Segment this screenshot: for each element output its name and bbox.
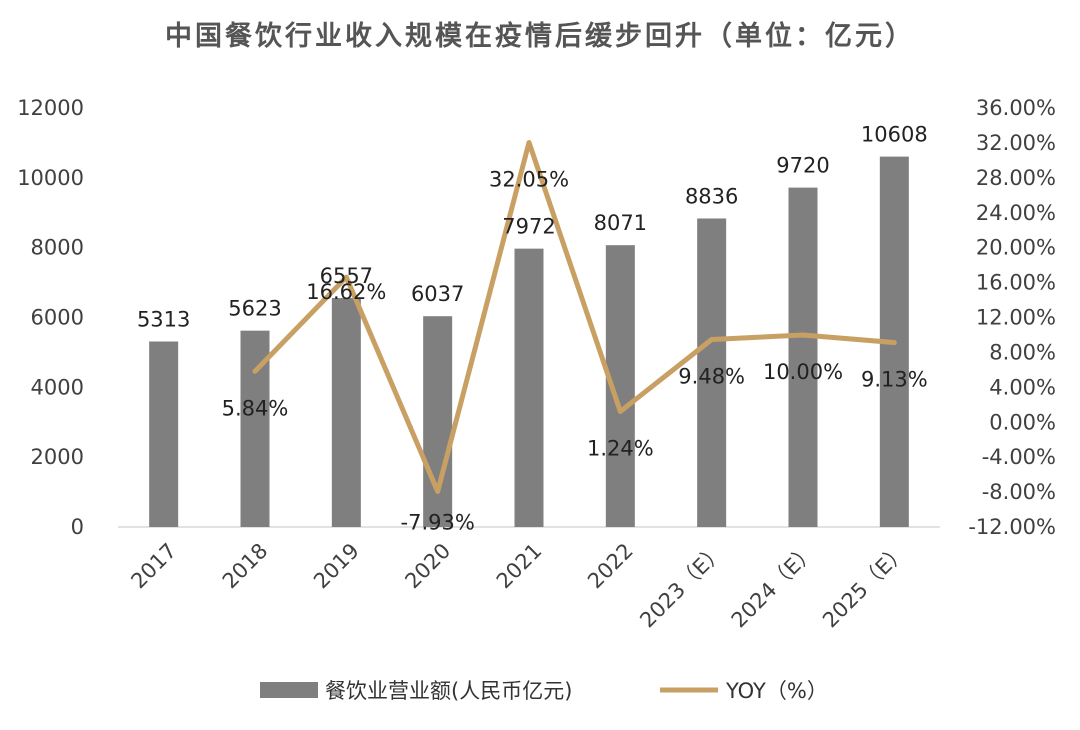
bar-value-label: 5313	[137, 307, 190, 331]
bar-2019	[331, 298, 361, 527]
yoy-line	[252, 139, 897, 494]
yoy-value-label: 16.62%	[306, 280, 386, 304]
line-series	[252, 139, 897, 494]
line-data-labels: 5.84% 16.62% -7.93% 32.05% 1.24% 9.48% 10.00% 9…	[222, 167, 928, 534]
yoy-value-label: -7.93%	[401, 510, 475, 534]
bar-value-label: 5623	[228, 297, 281, 321]
right-tick-label: 12.00%	[976, 306, 1056, 330]
right-axis: -12.00% -8.00% -4.00% 0.00% 4.00% 8.00% 12.00%…	[968, 96, 1056, 539]
x-tick-label: 2018	[218, 539, 273, 594]
x-axis: 2017 2018 2019 2020 2021 20222023（E）2024（E）20…	[126, 539, 911, 633]
yoy-value-label: 9.48%	[678, 364, 745, 388]
bar-value-label: 6037	[411, 282, 464, 306]
right-tick-label: -4.00%	[982, 445, 1056, 469]
bar-value-label: 7972	[502, 215, 555, 239]
legend: 餐饮业营业额(人民币亿元) YOY（%）	[260, 679, 828, 703]
bar-2021	[514, 248, 544, 527]
right-tick-label: 32.00%	[976, 131, 1056, 155]
legend-label-bar: 餐饮业营业额(人民币亿元)	[325, 679, 572, 703]
left-tick-label: 12000	[17, 96, 84, 120]
right-tick-label: 36.00%	[976, 96, 1056, 120]
yoy-value-label: 9.13%	[861, 368, 928, 392]
x-tick-label: 2020	[400, 539, 455, 594]
left-tick-label: 0	[71, 515, 84, 539]
left-axis: 0 2000 4000 6000 8000 10000 12000	[17, 96, 84, 539]
legend-label-line: YOY（%）	[725, 679, 828, 703]
left-tick-label: 6000	[31, 306, 84, 330]
bar-value-label: 8836	[685, 184, 738, 208]
right-tick-label: 8.00%	[989, 340, 1056, 364]
bar-series	[149, 156, 909, 528]
left-tick-label: 10000	[17, 166, 84, 190]
right-tick-label: 20.00%	[976, 236, 1056, 260]
x-tick-label: 2025（E）	[818, 539, 912, 633]
bar-2017	[149, 341, 179, 527]
right-tick-label: 16.00%	[976, 271, 1056, 295]
right-tick-label: -8.00%	[982, 480, 1056, 504]
bar-value-label: 9720	[776, 154, 829, 178]
yoy-value-label: 10.00%	[763, 360, 843, 384]
yoy-value-label: 5.84%	[222, 396, 289, 420]
left-tick-label: 8000	[31, 236, 84, 260]
bar-2024（E）	[788, 187, 818, 528]
bar-2023（E）	[697, 218, 727, 528]
right-tick-label: 0.00%	[989, 410, 1056, 434]
left-tick-label: 4000	[31, 375, 84, 399]
x-tick-label: 2019	[309, 539, 364, 594]
x-tick-label: 2023（E）	[635, 539, 729, 633]
right-tick-label: 4.00%	[989, 375, 1056, 399]
right-tick-label: 24.00%	[976, 201, 1056, 225]
bar-value-label: 6557	[320, 264, 373, 288]
chart-title: 中国餐饮行业收入规模在疫情后缓步回升（单位：亿元）	[165, 21, 915, 52]
bar-2020	[423, 316, 453, 527]
right-tick-label: 28.00%	[976, 166, 1056, 190]
bar-data-labels: 5313 5623 6557 6037 7972 8071 8836 9720 10608	[137, 123, 928, 332]
left-tick-label: 2000	[31, 445, 84, 469]
x-tick-label: 2022	[583, 539, 638, 594]
x-tick-label: 2017	[126, 539, 181, 594]
x-tick-label: 2024（E）	[727, 539, 821, 633]
bar-value-label: 8071	[594, 211, 647, 235]
right-tick-label: -12.00%	[968, 515, 1056, 539]
bar-value-label: 10608	[861, 123, 928, 147]
legend-swatch-bar	[260, 682, 318, 698]
x-tick-label: 2021	[492, 539, 547, 594]
yoy-value-label: 32.05%	[489, 167, 569, 191]
yoy-value-label: 1.24%	[587, 436, 654, 460]
